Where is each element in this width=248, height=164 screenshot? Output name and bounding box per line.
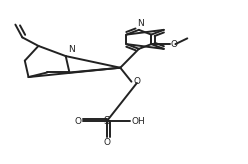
- Text: O: O: [170, 40, 177, 49]
- Text: N: N: [68, 45, 74, 54]
- Text: O: O: [103, 138, 110, 147]
- Text: O: O: [133, 78, 140, 86]
- Text: N: N: [137, 19, 144, 28]
- Text: OH: OH: [131, 117, 145, 126]
- Text: O: O: [74, 117, 81, 126]
- Text: S: S: [103, 116, 110, 126]
